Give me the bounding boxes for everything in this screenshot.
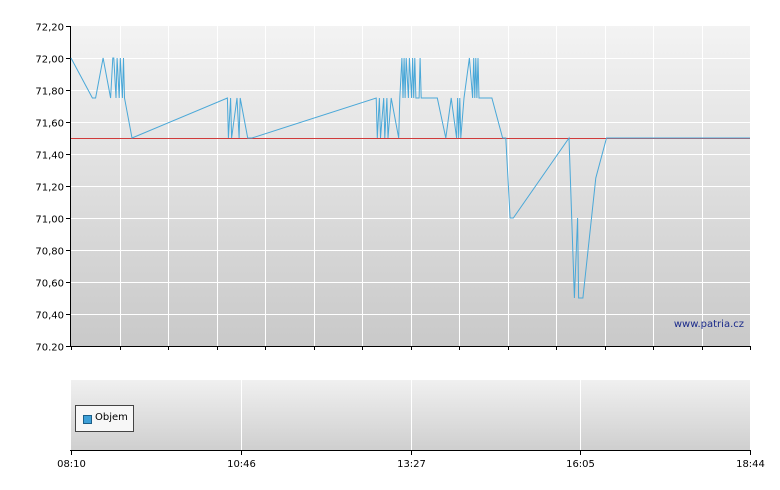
y-tick-label: 71,20 [35, 183, 64, 194]
legend: Objem [75, 405, 134, 432]
y-tick-label: 72,00 [35, 55, 64, 66]
volume-vertical-grid [241, 380, 581, 450]
price-series-line [70, 57, 750, 299]
x-tick-labels: 08:10 10:46 13:27 16:05 18:44 [57, 459, 765, 470]
y-tick-labels: 72,20 72,00 71,80 71,60 71,40 71,20 71,00 70,80… [35, 23, 64, 354]
legend-swatch [83, 415, 92, 424]
x-tick-label: 08:10 [57, 459, 86, 470]
volume-plot-area [71, 380, 750, 450]
y-tick-label: 71,80 [35, 87, 64, 98]
y-tick-marks [66, 26, 71, 347]
price-x-tick-marks [71, 346, 751, 350]
price-horizontal-grid [71, 58, 750, 315]
y-tick-label: 70.20 [35, 343, 64, 354]
watermark: www.patria.cz [674, 319, 744, 330]
x-tick-label: 10:46 [227, 459, 256, 470]
price-vertical-grid [120, 26, 703, 346]
legend-label: Objem [95, 412, 128, 423]
y-tick-label: 72,20 [35, 23, 64, 34]
x-tick-marks [71, 450, 751, 455]
y-tick-label: 71,40 [35, 151, 64, 162]
x-tick-label: 13:27 [397, 459, 426, 470]
x-tick-label: 18:44 [736, 459, 765, 470]
y-tick-label: 71,00 [35, 215, 64, 226]
y-tick-label: 70,40 [35, 311, 64, 322]
y-tick-label: 70,80 [35, 247, 64, 258]
y-tick-label: 71,60 [35, 119, 64, 130]
x-tick-label: 16:05 [566, 459, 595, 470]
y-tick-label: 70,60 [35, 279, 64, 290]
